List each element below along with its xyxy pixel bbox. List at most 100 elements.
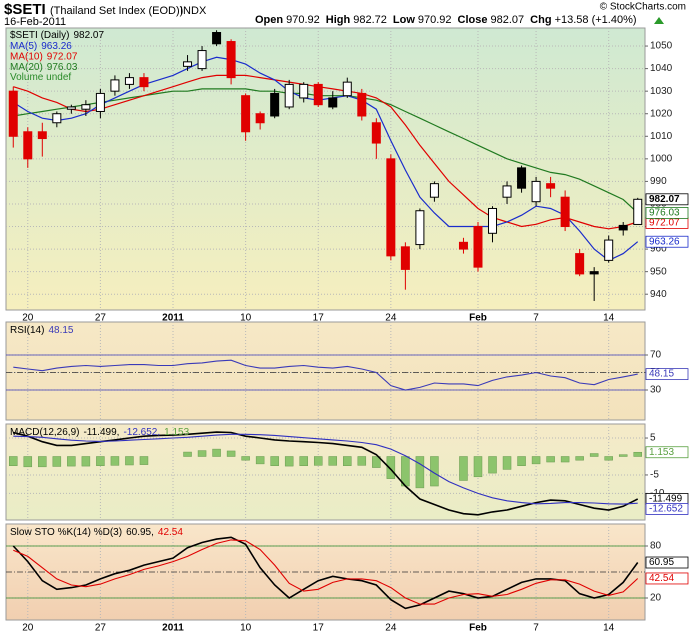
legend-entry: MA(20) 976.03 [10, 62, 78, 73]
x-tick-label: Feb [469, 623, 487, 634]
legend-volume: Volume undef [10, 72, 71, 83]
histogram-bar [299, 456, 308, 466]
histogram-bar [546, 456, 555, 463]
candle-body [255, 113, 265, 124]
legend-separator: , [117, 427, 120, 438]
x-tick-label: 10 [240, 313, 252, 324]
panel-title-text: RSI(14) [10, 325, 44, 336]
histogram-bar [618, 454, 628, 457]
candle-body [66, 106, 76, 110]
histogram-bar [139, 456, 149, 465]
value-tag-box [645, 235, 689, 248]
legend-title: $SETI (Daily) [10, 30, 69, 41]
candle-body [429, 183, 439, 198]
quote-value: +13.58 (+1.40%) [555, 14, 637, 26]
legend-value: 42.54 [158, 527, 183, 538]
y-tick-label: 1050 [650, 41, 673, 52]
histogram-bar [9, 456, 18, 466]
histogram-bar [110, 456, 120, 466]
value-tag: 972.07 [649, 218, 680, 229]
candle-body [502, 185, 512, 198]
legend-value: 60.95 [126, 527, 151, 538]
histogram-bar [488, 456, 497, 474]
candle-body [183, 61, 193, 67]
histogram-bar [23, 456, 33, 468]
candle-body [357, 92, 367, 117]
candle-body [81, 104, 91, 110]
histogram-bar [212, 448, 221, 457]
histogram-bar [575, 456, 584, 461]
histogram-bar [328, 456, 338, 466]
candle-body [52, 113, 62, 124]
histogram-bar [125, 456, 134, 466]
histogram-bar [96, 456, 105, 466]
candle-body [226, 41, 236, 79]
histogram-bar [517, 456, 526, 466]
x-tick-label: 20 [22, 623, 34, 634]
y-tick-label: 30 [650, 385, 662, 396]
candle-body [124, 77, 134, 85]
y-tick-label: 70 [650, 350, 662, 361]
quote-value: 970.92 [286, 14, 320, 26]
candle-body [299, 83, 309, 99]
histogram-bar [313, 456, 323, 466]
up-arrow [654, 17, 664, 24]
legend-value: -11.499 [83, 427, 117, 438]
histogram-bar [343, 456, 352, 466]
histogram-bar [604, 456, 613, 461]
legend-value: 982.07 [73, 30, 104, 41]
value-tag: 60.95 [649, 557, 674, 568]
series-line [12, 56, 639, 262]
candle-body [589, 271, 599, 275]
legend-entry: MA(5) 963.26 [10, 41, 72, 52]
candle-body [313, 83, 323, 106]
candle-body [400, 246, 410, 270]
legend-name: MA(5) [10, 41, 37, 52]
value-tag-box [645, 193, 689, 206]
candle-body [371, 122, 381, 144]
candle-body [342, 81, 352, 97]
legend-value: 48.15 [48, 325, 73, 336]
panel-title-text: MACD(12,26,9) [10, 427, 79, 438]
histogram-bar [52, 456, 62, 467]
candle-body [575, 253, 585, 275]
date: 16-Feb-2011 [4, 16, 66, 28]
value-tag: 1.153 [649, 447, 674, 458]
histogram-bar [357, 456, 367, 466]
candle-body [488, 207, 498, 234]
legend-entry: $SETI (Daily) 982.07 [10, 30, 104, 41]
copyright: © StockCharts.com [600, 2, 686, 13]
candle-body [458, 241, 468, 250]
histogram-bar [473, 456, 483, 478]
quote-value: 970.92 [418, 14, 452, 26]
candle-body [212, 32, 222, 45]
histogram-bar [241, 456, 250, 461]
x-tick-label: 24 [385, 623, 397, 634]
candle-body [531, 180, 541, 203]
value-tag: 42.54 [649, 573, 674, 584]
x-tick-label: 27 [95, 623, 107, 634]
histogram-bar [38, 456, 47, 468]
candle-body [110, 79, 120, 92]
quote-label: High [326, 14, 351, 26]
value-tag-box [645, 446, 689, 459]
x-tick-label: 14 [603, 313, 615, 324]
legend-value: 976.03 [47, 62, 78, 73]
candle-body [415, 210, 425, 246]
candle-body [473, 226, 483, 268]
histogram-bar [67, 456, 76, 467]
candle-body [37, 131, 47, 140]
x-tick-label: 7 [533, 313, 539, 324]
value-tag-box [645, 368, 689, 381]
panel-background [5, 321, 646, 421]
series-line [12, 536, 639, 610]
value-tag: 963.26 [649, 236, 680, 247]
candle-body [633, 198, 643, 225]
candle-body [8, 90, 18, 137]
legend-name: MA(10) [10, 51, 43, 62]
histogram-bar [284, 456, 294, 467]
candle-body [560, 196, 570, 228]
x-tick-label: 14 [603, 623, 615, 634]
